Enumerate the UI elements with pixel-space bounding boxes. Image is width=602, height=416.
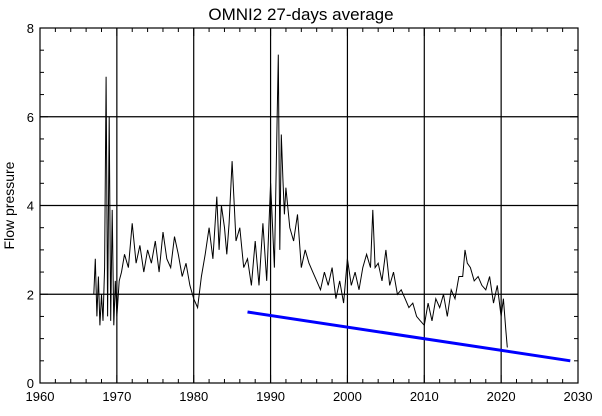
x-tick-label: 2000 [333,389,362,404]
x-tick-label: 1990 [256,389,285,404]
y-tick-label: 8 [27,21,34,36]
y-axis-label: Flow pressure [1,161,17,249]
y-tick-label: 4 [27,199,34,214]
chart-title: OMNI2 27-days average [208,5,393,24]
series-line-flow-pressure [93,54,508,348]
y-axis-ticks: 0 2 4 6 8 [27,21,578,391]
y-tick-label: 0 [27,376,34,391]
grid-lines [40,28,578,383]
x-tick-label: 1970 [102,389,131,404]
x-tick-label: 2030 [564,389,593,404]
data-lines [93,54,571,363]
x-tick-label: 1960 [26,389,55,404]
series-line-trend [247,310,571,363]
x-axis-ticks: 1960 1970 1980 1990 2000 2010 2020 2030 [26,28,593,404]
y-tick-label: 6 [27,110,34,125]
x-tick-label: 2010 [410,389,439,404]
y-tick-label: 2 [27,287,34,302]
x-tick-label: 1980 [179,389,208,404]
x-tick-label: 2020 [487,389,516,404]
